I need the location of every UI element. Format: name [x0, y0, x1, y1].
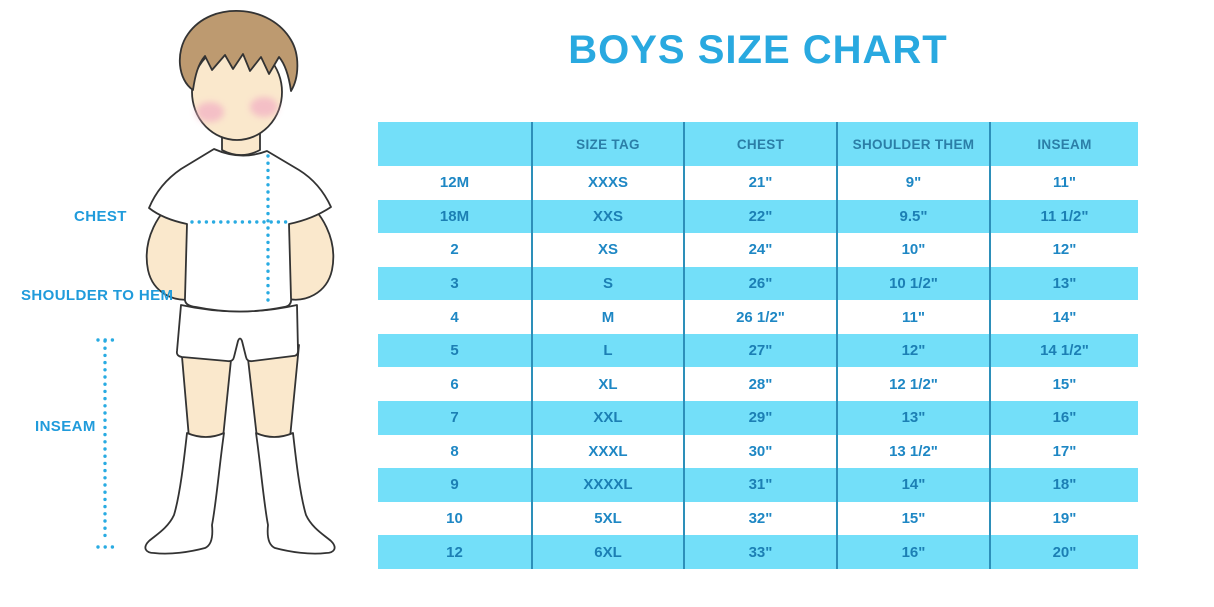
size-tag-cell: XS	[532, 233, 685, 267]
chest-cell: 21"	[684, 166, 838, 200]
chest-cell: 29"	[684, 401, 838, 435]
inseam-cell: 16"	[1052, 409, 1077, 427]
size-tag-cell: XXXS	[532, 166, 685, 200]
inseam-cell: 17"	[1052, 442, 1077, 460]
boy-shirt	[148, 148, 332, 313]
size-table: SIZE TAG CHEST SHOULDER THEM INSEAM 12M X…	[378, 122, 1138, 569]
table-header-row: SIZE TAG CHEST SHOULDER THEM INSEAM	[378, 122, 1138, 166]
boy-left-sock	[144, 432, 225, 555]
chest-cell: 28"	[684, 367, 838, 402]
chest-cell: 22"	[684, 199, 838, 234]
shoulder-hem-cell: 9.5"	[837, 199, 991, 234]
age-size-cell: 6	[378, 367, 533, 402]
chest-cell: 31"	[684, 468, 838, 502]
boy-blush-left	[196, 102, 224, 122]
table-row: 3 S 26" 10 1/2" 13"	[378, 266, 1138, 301]
size-table-body: 12M XXXS 21" 9" 11" 18M XXS 22" 9.5" 11 1/2" 2 XS 24…	[378, 166, 1138, 569]
age-size-cell: 7	[378, 401, 533, 435]
age-size-cell: 9	[378, 468, 533, 502]
size-tag-cell: XXS	[532, 199, 685, 234]
table-row: 6 XL 28" 12 1/2" 15"	[378, 367, 1138, 402]
boy-shorts	[175, 304, 299, 363]
table-row: 12M XXXS 21" 9" 11"	[378, 166, 1138, 200]
size-tag-cell: M	[532, 300, 685, 334]
col-header-shoulder-hem: SHOULDER THEM	[837, 122, 991, 166]
age-size-cell: 8	[378, 434, 533, 469]
table-row: 10 5XL 32" 15" 19"	[378, 501, 1138, 536]
shoulder-hem-cell: 10 1/2"	[837, 266, 991, 301]
chest-label: CHEST	[74, 208, 127, 225]
inseam-label: INSEAM	[35, 418, 96, 435]
chest-cell: 33"	[684, 535, 838, 569]
size-tag-cell: XXL	[532, 401, 685, 435]
table-row: 18M XXS 22" 9.5" 11 1/2"	[378, 199, 1138, 234]
inseam-cell: 14 1/2"	[1040, 342, 1089, 360]
age-size-cell: 12	[378, 535, 533, 569]
chest-cell: 27"	[684, 333, 838, 368]
table-row: 8 XXXL 30" 13 1/2" 17"	[378, 434, 1138, 469]
shoulder-hem-cell: 11"	[837, 300, 991, 334]
age-size-cell: 5	[378, 333, 533, 368]
inseam-cell: 19"	[1052, 510, 1077, 528]
shoulder-hem-cell: 13 1/2"	[837, 434, 991, 469]
chest-cell: 26"	[684, 266, 838, 301]
size-tag-cell: S	[532, 266, 685, 301]
age-size-cell: 12M	[378, 166, 533, 200]
boy-hair	[178, 10, 299, 92]
shoulder-hem-cell: 14"	[837, 468, 991, 502]
chest-cell: 24"	[684, 233, 838, 267]
age-size-cell: 18M	[378, 199, 533, 234]
shoulder-hem-cell: 12 1/2"	[837, 367, 991, 402]
shoulder-hem-cell: 9"	[837, 166, 991, 200]
inseam-cell: 13"	[1052, 275, 1077, 293]
boy-blush-right	[250, 97, 278, 117]
col-header-age	[378, 122, 533, 166]
chest-cell: 30"	[684, 434, 838, 469]
table-row: 5 L 27" 12" 14 1/2"	[378, 333, 1138, 368]
chest-cell: 32"	[684, 501, 838, 536]
col-header-size-tag: SIZE TAG	[532, 122, 685, 166]
shoulder-hem-cell: 16"	[837, 535, 991, 569]
age-size-cell: 10	[378, 501, 533, 536]
age-size-cell: 4	[378, 300, 533, 334]
chest-cell: 26 1/2"	[684, 300, 838, 334]
shoulder-hem-cell: 15"	[837, 501, 991, 536]
boy-right-sock	[255, 432, 336, 555]
age-size-cell: 2	[378, 233, 533, 267]
table-row: 4 M 26 1/2" 11" 14"	[378, 300, 1138, 334]
page-title: BOYS SIZE CHART	[568, 28, 948, 72]
table-row: 2 XS 24" 10" 12"	[378, 233, 1138, 267]
shoulder-to-hem-label: SHOULDER TO HEM	[21, 287, 174, 304]
inseam-cell: 11 1/2"	[1040, 207, 1089, 225]
table-row: 9 XXXXL 31" 14" 18"	[378, 468, 1138, 502]
boy-illustration	[96, 10, 336, 555]
inseam-cell: 14"	[1052, 308, 1077, 326]
inseam-cell: 15"	[1052, 375, 1077, 393]
inseam-cell: 11"	[1053, 174, 1076, 192]
col-header-chest: CHEST	[684, 122, 838, 166]
inseam-cell: 20"	[1052, 543, 1077, 561]
size-tag-cell: XL	[532, 367, 685, 402]
shoulder-hem-cell: 12"	[837, 333, 991, 368]
size-tag-cell: XXXL	[532, 434, 685, 469]
size-tag-cell: 6XL	[532, 535, 685, 569]
table-row: 7 XXL 29" 13" 16"	[378, 401, 1138, 435]
age-size-cell: 3	[378, 266, 533, 301]
inseam-cell: 18"	[1052, 476, 1077, 494]
table-row: 12 6XL 33" 16" 20"	[378, 535, 1138, 569]
size-tag-cell: 5XL	[532, 501, 685, 536]
shoulder-hem-cell: 10"	[837, 233, 991, 267]
size-tag-cell: XXXXL	[532, 468, 685, 502]
col-header-inseam: INSEAM	[990, 122, 1138, 166]
size-tag-cell: L	[532, 333, 685, 368]
inseam-cell: 12"	[1052, 241, 1077, 259]
shoulder-hem-cell: 13"	[837, 401, 991, 435]
